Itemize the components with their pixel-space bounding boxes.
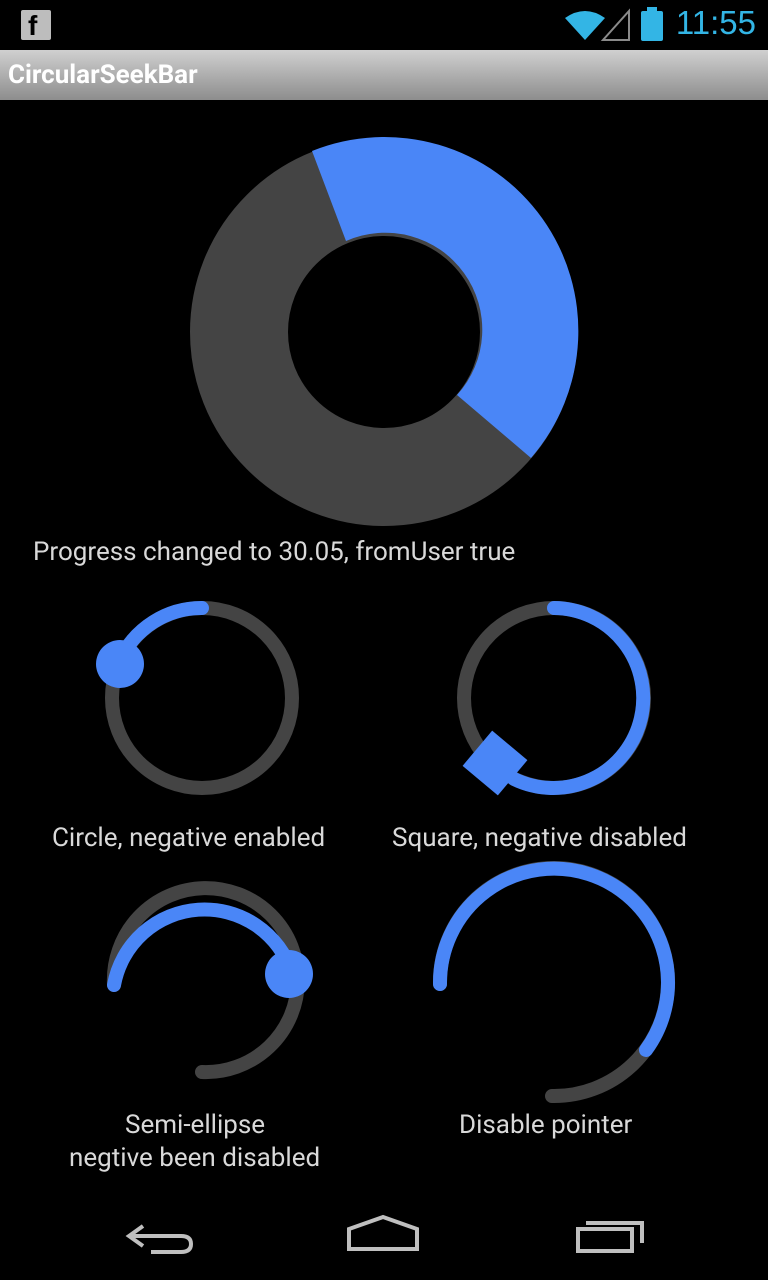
main-circular-seekbar[interactable]: [184, 132, 584, 532]
seekbar-label-3-line1: Semi-ellipse: [125, 1110, 266, 1140]
recent-apps-icon[interactable]: [572, 1215, 652, 1255]
seekbar-circle-negative-enabled[interactable]: [96, 598, 302, 798]
action-bar: CircularSeekBar: [0, 50, 768, 100]
seekbar-square-negative-disabled[interactable]: [454, 598, 654, 798]
app-title: CircularSeekBar: [8, 60, 198, 90]
seekbar-label-4: Disable pointer: [459, 1110, 633, 1140]
seekbar-pointer[interactable]: [265, 950, 313, 998]
battery-icon: [641, 7, 663, 41]
status-bar: f 11:55: [0, 0, 768, 50]
facebook-icon: f: [21, 10, 51, 41]
seekbar-semi-ellipse[interactable]: [102, 881, 322, 1105]
seekbar-pointer[interactable]: [96, 640, 144, 688]
wifi-icon: [565, 11, 605, 40]
seekbar-pointer-square[interactable]: [462, 730, 528, 796]
back-icon[interactable]: [125, 1218, 195, 1258]
status-clock: 11:55: [675, 4, 756, 41]
progress-message: Progress changed to 30.05, fromUser true: [33, 537, 516, 567]
seekbar-label-2: Square, negative disabled: [392, 823, 687, 853]
seekbar-label-1: Circle, negative enabled: [52, 823, 326, 853]
home-icon[interactable]: [345, 1213, 425, 1253]
seekbar-disable-pointer[interactable]: [428, 858, 688, 1118]
seekbar-label-3-line2: negtive been disabled: [69, 1143, 321, 1173]
signal-icon: [600, 8, 630, 41]
